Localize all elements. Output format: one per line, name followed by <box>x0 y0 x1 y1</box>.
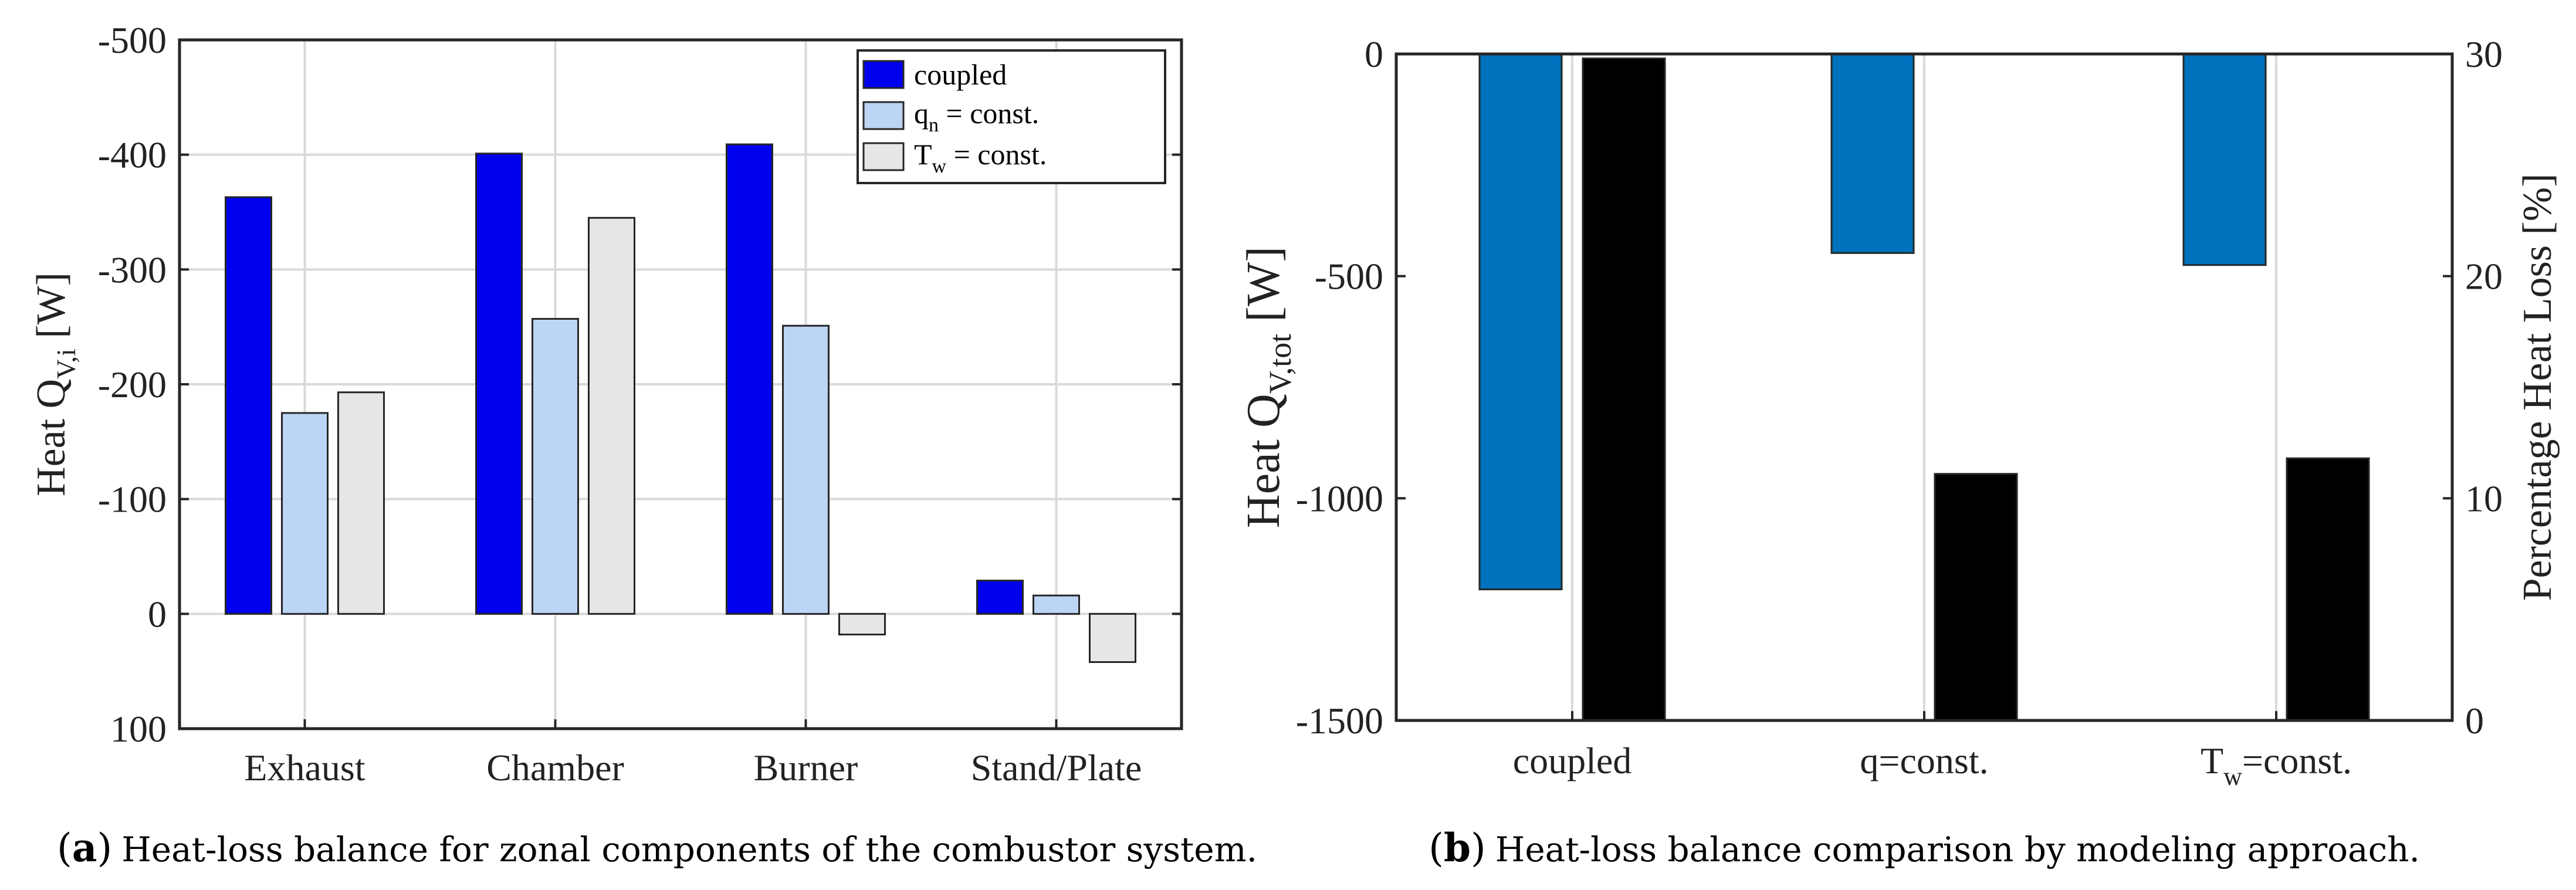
bar-burner-coupled <box>726 143 773 615</box>
panel-a-x-tick-label-exhaust: Exhaust <box>244 747 365 789</box>
panel-b-right-y-tick-label: 30 <box>2465 33 2503 75</box>
bar-heat-coupled <box>1478 53 1563 591</box>
legend-swatch-coupled <box>862 60 905 89</box>
panel-a: -500 -400 -300 -200 -100 0 100 Exhaust Chamber B… <box>29 19 1257 871</box>
panel-a-y-tick-label: -300 <box>98 249 167 290</box>
panel-b-left-y-ticks: 0 -500 -1000 -1500 <box>1296 33 1406 742</box>
panel-b-right-y-tick-label: 10 <box>2465 478 2503 519</box>
panel-b-x-tick-label-q-const: q=const. <box>1860 740 1988 781</box>
panel-a-x-ticks: Exhaust Chamber Burner Stand/Plate <box>244 719 1142 789</box>
bar-chamber-qn-const <box>532 317 579 615</box>
legend-swatch-tw-const <box>862 142 905 171</box>
panel-b-right-y-tick-label: 0 <box>2465 700 2484 742</box>
bar-stand-plate-coupled <box>976 580 1024 615</box>
panel-b-caption: (b) Heat-loss balance comparison by model… <box>1429 825 2420 871</box>
panel-a-x-tick-label-chamber: Chamber <box>486 747 624 789</box>
panel-a-x-tick-label-burner: Burner <box>754 747 858 789</box>
bar-exhaust-qn-const <box>281 412 329 615</box>
legend-label-coupled: coupled <box>914 58 1007 91</box>
panel-b-grid <box>1571 54 2277 720</box>
bar-percent-tw-const <box>2286 457 2370 722</box>
panel-b-bars <box>1478 53 2370 722</box>
bar-burner-qn-const <box>782 324 830 615</box>
panel-b-left-y-tick-label: -500 <box>1315 256 1383 297</box>
legend-swatch-qn-const <box>862 101 905 130</box>
bar-heat-q-const <box>1830 53 1915 254</box>
panel-a-x-tick-label-stand-plate: Stand/Plate <box>971 747 1142 789</box>
bar-percent-q-const <box>1934 473 2018 722</box>
panel-a-y-ticks: -500 -400 -300 -200 -100 0 100 <box>98 19 1182 750</box>
panel-a-y-tick-label: -500 <box>98 19 167 61</box>
bar-burner-tw-const <box>838 612 886 636</box>
bar-stand-plate-qn-const <box>1033 594 1080 615</box>
panel-a-y-tick-label: -100 <box>98 479 167 520</box>
panel-b-x-tick-label-tw-const: Tw=const. <box>2201 740 2352 791</box>
legend-label-qn-const: qn = const. <box>914 97 1039 136</box>
bar-percent-coupled <box>1582 57 1666 722</box>
panel-b-right-y-label: Percentage Heat Loss [%] <box>2515 174 2560 601</box>
bar-chamber-tw-const <box>588 216 635 615</box>
panel-a-legend: coupled qn = const. Tw = const. <box>857 49 1166 184</box>
bar-heat-tw-const <box>2182 53 2267 266</box>
panel-a-y-tick-label: 0 <box>148 593 167 635</box>
bar-exhaust-tw-const <box>337 391 385 615</box>
panel-b-left-y-tick-label: 0 <box>1365 33 1383 75</box>
panel-a-y-tick-label: -400 <box>98 134 167 176</box>
panel-b-right-y-ticks: 30 20 10 0 <box>2443 33 2503 742</box>
panel-b-x-ticks: coupled q=const. Tw=const. <box>1513 711 2352 791</box>
panel-a-caption: (a) Heat-loss balance for zonal component… <box>57 825 1257 871</box>
bar-chamber-coupled <box>475 153 523 615</box>
bar-stand-plate-tw-const <box>1089 612 1136 664</box>
panel-b: 0 -500 -1000 -1500 30 20 10 0 coupled q=const. T… <box>1238 33 2560 871</box>
panel-b-left-y-tick-label: -1500 <box>1296 700 1383 742</box>
panel-a-bars <box>225 143 1136 664</box>
panel-a-y-label: Heat QV,i [W] <box>29 272 81 496</box>
panel-b-left-y-tick-label: -1000 <box>1296 478 1383 519</box>
panel-a-y-tick-label: 100 <box>110 708 167 750</box>
legend-label-tw-const: Tw = const. <box>914 138 1047 177</box>
panel-b-x-tick-label-coupled: coupled <box>1513 740 1632 781</box>
panel-b-left-y-label: Heat QV,tot [W] <box>1238 246 1298 528</box>
panel-b-right-y-tick-label: 20 <box>2465 256 2503 297</box>
legend-box <box>857 49 1166 184</box>
bar-exhaust-coupled <box>225 196 272 615</box>
panel-a-y-tick-label: -200 <box>98 364 167 405</box>
